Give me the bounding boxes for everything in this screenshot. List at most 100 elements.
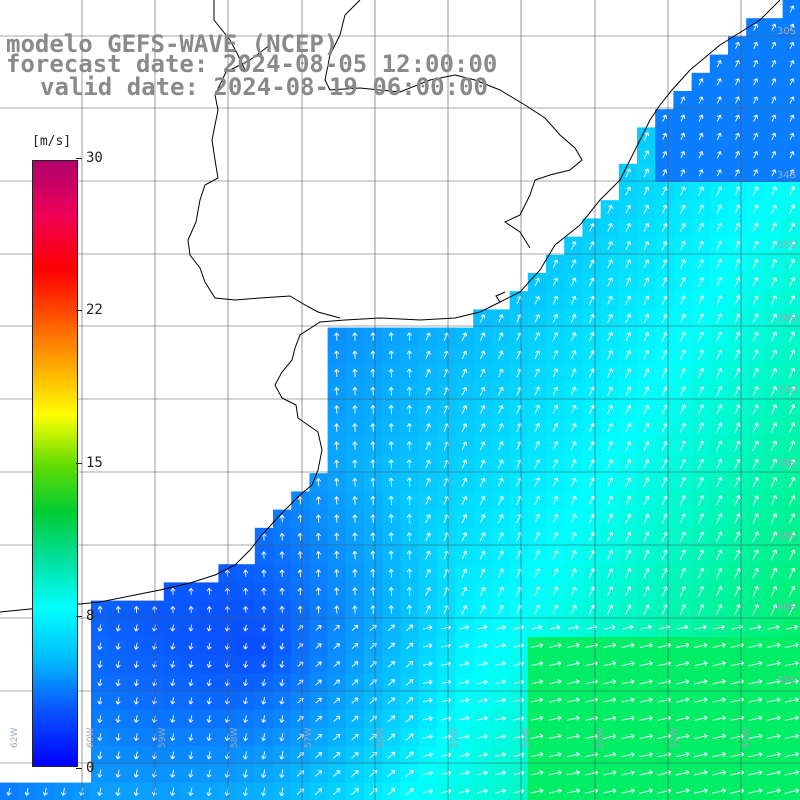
wind-arrow: [97, 642, 103, 650]
wind-arrow: [552, 568, 559, 578]
wind-arrow: [661, 422, 668, 433]
wind-arrow: [766, 715, 781, 721]
lon-label: 55W: [450, 727, 460, 748]
wind-arrow: [315, 514, 322, 523]
wind-arrow: [170, 624, 176, 632]
wind-arrow: [115, 660, 121, 669]
wind-arrow: [735, 114, 740, 122]
wind-arrow: [423, 679, 433, 685]
wind-arrow: [607, 295, 613, 305]
wind-arrow: [588, 350, 595, 360]
wind-arrow: [461, 604, 468, 615]
wind-arrow: [279, 587, 285, 595]
wind-arrow: [425, 605, 431, 614]
wind-arrow: [643, 331, 650, 342]
wind-arrow: [788, 476, 796, 488]
wind-arrow: [567, 697, 580, 703]
wind-arrow: [352, 459, 358, 469]
wind-arrow: [279, 533, 285, 541]
lon-label: 56W: [376, 727, 386, 748]
wind-arrow: [261, 606, 267, 614]
wind-arrow: [406, 568, 412, 578]
wind-arrow: [243, 569, 249, 577]
wind-arrow: [552, 477, 559, 487]
wind-arrow: [405, 733, 414, 741]
wind-arrow: [352, 605, 358, 614]
wind-arrow: [679, 368, 686, 378]
wind-arrow: [643, 477, 650, 488]
wind-arrow: [661, 368, 668, 378]
wind-arrow: [352, 332, 358, 341]
wind-arrow: [497, 532, 504, 542]
wind-arrow: [788, 367, 796, 379]
wind-arrow: [716, 458, 723, 470]
wind-arrow: [315, 733, 323, 741]
wind-arrow: [279, 733, 285, 742]
wind-arrow: [352, 368, 358, 378]
wind-arrow: [170, 715, 176, 723]
wind-arrow: [752, 295, 759, 306]
wind-arrow: [479, 405, 486, 414]
wind-arrow: [770, 495, 778, 506]
wind-arrow: [771, 96, 777, 104]
wind-arrow: [698, 186, 704, 196]
wind-arrow: [752, 204, 759, 214]
wind-arrow: [712, 715, 726, 721]
wind-arrow: [261, 551, 267, 559]
wind-arrow: [461, 550, 468, 560]
wind-arrow: [552, 277, 559, 287]
wind-arrow: [334, 441, 340, 451]
wind-arrow: [477, 679, 488, 685]
wind-arrow: [333, 679, 341, 686]
wind-arrow: [788, 458, 796, 470]
wind-arrow: [643, 386, 650, 396]
wind-arrow: [315, 715, 322, 722]
wind-arrow: [734, 440, 741, 451]
wind-arrow: [753, 59, 759, 68]
wind-arrow: [261, 569, 267, 577]
wind-arrow: [188, 697, 194, 705]
wind-arrow: [785, 624, 798, 630]
valid-date: valid date: 2024-08-19 06:00:00: [40, 73, 488, 101]
wind-arrow: [662, 114, 668, 122]
wind-arrow: [625, 568, 632, 579]
wind-arrow: [771, 23, 777, 31]
wind-arrow: [661, 313, 668, 324]
wind-arrow: [607, 259, 613, 269]
wind-arrow: [643, 604, 650, 615]
wind-arrow: [716, 313, 723, 324]
wind-arrow: [333, 788, 341, 796]
wind-arrow: [552, 404, 559, 414]
wind-arrow: [315, 679, 322, 686]
wind-arrow: [784, 697, 799, 703]
wind-arrow: [752, 495, 759, 506]
wind-arrow: [549, 642, 562, 648]
wind-arrow: [621, 697, 635, 703]
wind-arrow: [788, 513, 796, 525]
wind-arrow: [352, 387, 358, 396]
wind-arrow: [588, 477, 595, 487]
wind-arrow: [97, 751, 103, 760]
wind-arrow: [734, 476, 741, 488]
wind-arrow: [534, 277, 540, 287]
wind-arrow: [261, 661, 267, 668]
wind-arrow: [188, 751, 194, 760]
wind-arrow: [698, 169, 704, 177]
wind-arrow: [461, 332, 468, 341]
wind-arrow: [789, 150, 795, 159]
wind-arrow: [170, 751, 176, 760]
wind-arrow: [607, 332, 613, 342]
wind-arrow: [716, 531, 723, 543]
wind-arrow: [752, 476, 759, 488]
wind-arrow: [694, 679, 708, 685]
wind-arrow: [697, 567, 705, 579]
wind-arrow: [621, 788, 635, 794]
wind-arrow: [716, 114, 722, 122]
wind-arrow: [716, 495, 723, 506]
wind-arrow: [712, 697, 726, 703]
wind-arrow: [567, 751, 580, 758]
wind-arrow: [495, 752, 506, 758]
wind-arrow: [679, 404, 686, 415]
wind-arrow: [643, 350, 650, 360]
